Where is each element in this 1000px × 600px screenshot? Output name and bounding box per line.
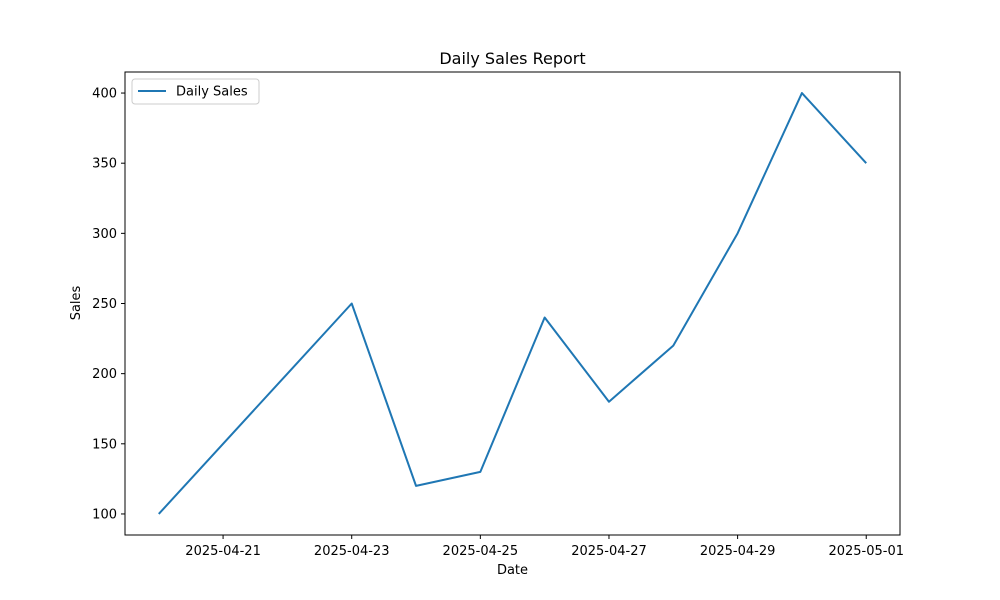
y-tick-label: 250: [92, 297, 117, 312]
x-axis-label: Date: [497, 563, 528, 578]
x-tick-label: 2025-04-29: [700, 544, 776, 559]
x-tick-label: 2025-04-27: [571, 544, 647, 559]
x-tick-label: 2025-04-25: [443, 544, 519, 559]
y-tick-label: 350: [92, 157, 117, 172]
x-tick-label: 2025-04-21: [185, 544, 261, 559]
y-axis-ticks: 100 150 200 250 300 350 400: [92, 87, 125, 522]
legend: Daily Sales: [131, 78, 260, 105]
series-layer: [158, 92, 867, 515]
legend-box: [131, 78, 260, 105]
x-tick-label: 2025-05-01: [828, 544, 904, 559]
series-line-daily-sales: [158, 92, 867, 515]
y-tick-label: 100: [92, 507, 117, 522]
y-tick-label: 300: [92, 227, 117, 242]
y-tick-label: 150: [92, 437, 117, 452]
x-tick-label: 2025-04-23: [314, 544, 390, 559]
y-axis-label: Sales: [69, 285, 84, 320]
y-tick-label: 400: [92, 87, 117, 102]
legend-label: Daily Sales: [176, 85, 248, 100]
y-tick-label: 200: [92, 367, 117, 382]
plot-frame: [124, 71, 901, 536]
chart-title: Daily Sales Report: [439, 49, 585, 68]
x-axis-ticks: 2025-04-21 2025-04-23 2025-04-25 2025-04-27…: [185, 535, 904, 559]
